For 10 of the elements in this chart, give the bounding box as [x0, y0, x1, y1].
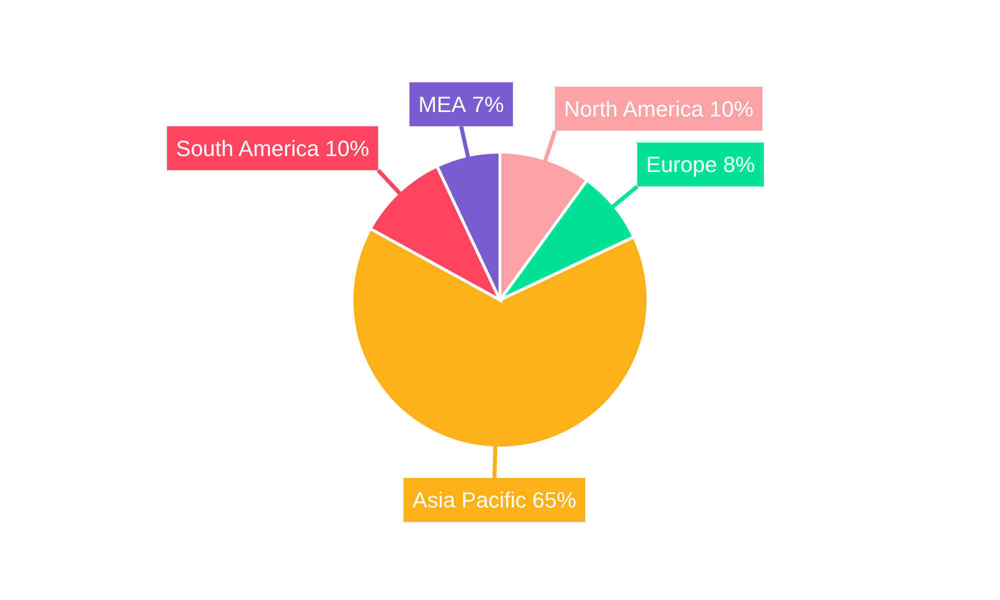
data-label: 65%	[532, 488, 576, 513]
data-label: 10%	[709, 96, 754, 122]
slice-label: Asia Pacific	[412, 488, 526, 513]
data-label: 10%	[325, 136, 370, 161]
slice-label: Europe	[646, 152, 718, 178]
slice-label: South America	[176, 136, 320, 161]
slice-label: North America	[564, 96, 704, 122]
data-label: 7%	[472, 92, 504, 117]
data-label: 8%	[723, 152, 755, 178]
slice-label: MEA	[418, 92, 466, 117]
